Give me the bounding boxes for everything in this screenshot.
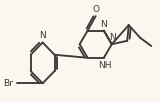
Text: N: N <box>39 31 46 40</box>
Text: NH: NH <box>98 60 111 70</box>
Text: O: O <box>92 5 99 14</box>
Text: N: N <box>100 20 107 29</box>
Text: N: N <box>109 33 116 42</box>
Text: Br: Br <box>3 79 13 88</box>
